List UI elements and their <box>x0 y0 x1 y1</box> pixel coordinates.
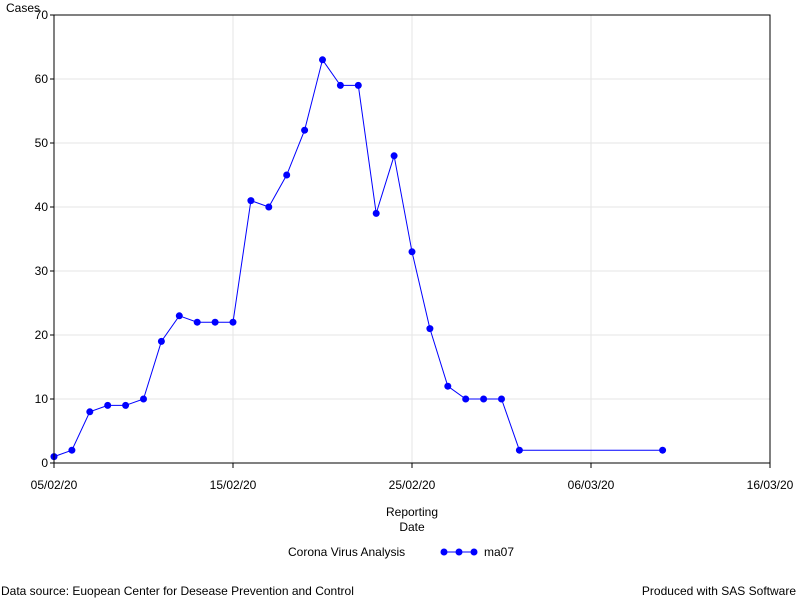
data-point <box>354 81 362 89</box>
y-tick-label: 0 <box>41 456 48 470</box>
y-tick-label: 50 <box>35 136 49 150</box>
y-tick-label: 20 <box>35 328 49 342</box>
x-tick-label: 15/02/20 <box>210 478 257 492</box>
series-ma07 <box>50 56 667 461</box>
y-tick-label: 70 <box>35 8 49 22</box>
data-point <box>462 395 470 403</box>
x-tick-label: 16/03/20 <box>747 478 794 492</box>
legend-swatch-ma07 <box>440 548 478 556</box>
y-tick-label: 60 <box>35 72 49 86</box>
y-tick-label: 30 <box>35 264 49 278</box>
legend-entry-ma07: ma07 <box>484 545 514 559</box>
produced-with-note: Produced with SAS Software <box>641 584 796 598</box>
x-axis-label-line-2: Date <box>399 520 425 534</box>
data-point <box>140 395 147 403</box>
data-point <box>86 408 94 416</box>
data-point <box>211 318 219 326</box>
x-axis-label-line-1: Reporting <box>386 505 438 519</box>
data-point <box>498 395 505 403</box>
data-point <box>515 446 523 454</box>
data-point <box>229 318 237 326</box>
data-point <box>372 209 380 217</box>
y-axis: 0 10 20 30 40 50 60 70 <box>35 8 54 470</box>
data-point <box>390 152 398 160</box>
legend-swatch-marker <box>455 548 463 556</box>
data-point <box>426 325 434 333</box>
data-point <box>444 382 452 390</box>
data-point <box>122 401 130 409</box>
data-point <box>157 337 165 345</box>
data-point <box>336 81 344 89</box>
x-tick-label: 06/03/20 <box>568 478 615 492</box>
data-point <box>480 395 488 403</box>
data-point <box>247 197 255 205</box>
data-point <box>283 171 291 179</box>
data-point <box>193 318 201 326</box>
data-point <box>175 312 183 320</box>
data-point <box>104 401 112 409</box>
legend: Corona Virus Analysis ma07 <box>288 545 514 559</box>
grid-lines <box>54 15 770 463</box>
y-axis-label: Cases <box>6 1 40 15</box>
data-point <box>319 56 326 64</box>
legend-swatch-marker <box>470 548 478 556</box>
data-point <box>301 126 309 134</box>
data-source-note: Data source: Euopean Center for Desease … <box>1 584 354 598</box>
legend-title: Corona Virus Analysis <box>288 545 405 559</box>
data-point <box>659 446 667 454</box>
series-line-ma07 <box>53 58 663 458</box>
data-point <box>68 446 76 454</box>
x-axis: 05/02/20 15/02/20 25/02/20 06/03/20 16/03/20 <box>31 463 794 492</box>
y-tick-label: 10 <box>35 392 49 406</box>
x-tick-label: 05/02/20 <box>31 478 78 492</box>
y-tick-label: 40 <box>35 200 49 214</box>
data-point <box>265 203 273 211</box>
data-point <box>408 248 416 256</box>
x-tick-label: 25/02/20 <box>389 478 436 492</box>
legend-swatch-marker <box>440 548 448 556</box>
